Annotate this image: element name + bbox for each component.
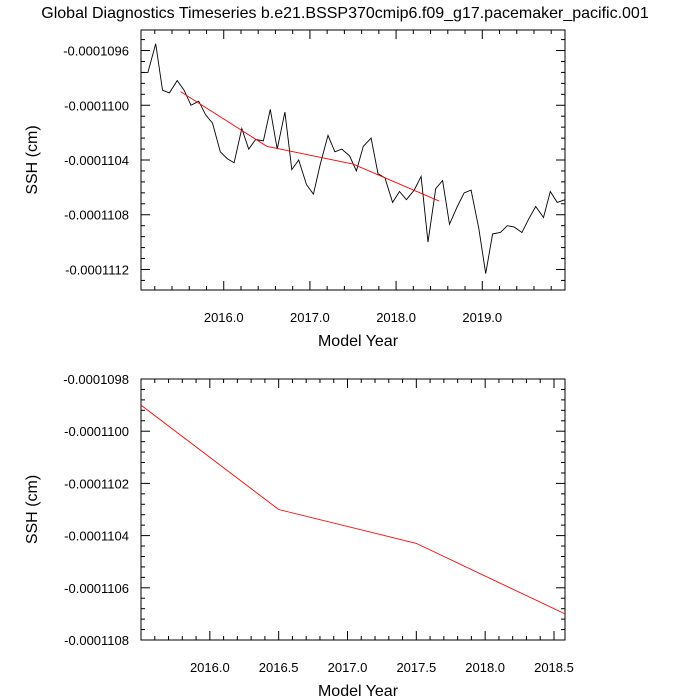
panel2-y-axis-title: SSH (cm) bbox=[24, 475, 41, 544]
panel1-y-tick-label: -0.0001108 bbox=[64, 208, 129, 223]
panel2-series-annual-mean-line bbox=[140, 404, 566, 615]
panel2-y-tick-label: -0.0001100 bbox=[64, 424, 129, 439]
panel1-x-axis-title: Model Year bbox=[318, 333, 399, 350]
chart-title: Global Diagnostics Timeseries b.e21.BSSP… bbox=[41, 5, 649, 22]
panel1-y-tick-label: -0.0001104 bbox=[64, 153, 129, 168]
panel1-y-tick-label: -0.0001096 bbox=[63, 44, 129, 59]
panel2-x-tick-label: 2016.0 bbox=[190, 660, 230, 675]
panel2-y-tick-label: -0.0001102 bbox=[64, 476, 129, 491]
panel2-plot-frame bbox=[140, 378, 566, 641]
panel1-plot-frame bbox=[140, 29, 566, 291]
panel1-x-tick-label: 2018.0 bbox=[376, 310, 416, 325]
panel2-x-tick-label: 2017.5 bbox=[396, 660, 436, 675]
panel2-y-tick-label: -0.0001098 bbox=[63, 372, 129, 387]
panel1-x-tick-label: 2019.0 bbox=[462, 310, 502, 325]
panel2-x-tick-label: 2017.0 bbox=[328, 660, 368, 675]
panel1-y-tick-label: -0.0001112 bbox=[65, 262, 129, 277]
panel1-x-tick-label: 2016.0 bbox=[204, 310, 244, 325]
panel1-series-monthly-line bbox=[141, 43, 566, 274]
panel1-y-tick-label: -0.0001100 bbox=[64, 98, 129, 113]
panel1-y-axis-title: SSH (cm) bbox=[24, 125, 41, 194]
panel2-y-tick-label: -0.0001106 bbox=[64, 581, 129, 596]
panel2-x-tick-label: 2018.5 bbox=[534, 660, 574, 675]
panel2-y-tick-label: -0.0001108 bbox=[64, 633, 129, 648]
panel2-x-tick-label: 2016.5 bbox=[259, 660, 299, 675]
panel2-x-tick-label: 2018.0 bbox=[465, 660, 505, 675]
panel2-x-axis-title: Model Year bbox=[318, 683, 399, 700]
panel1-x-tick-label: 2017.0 bbox=[290, 310, 330, 325]
panel2-y-tick-label: -0.0001104 bbox=[64, 529, 129, 544]
panel1-series-annual-mean-line bbox=[180, 91, 440, 202]
